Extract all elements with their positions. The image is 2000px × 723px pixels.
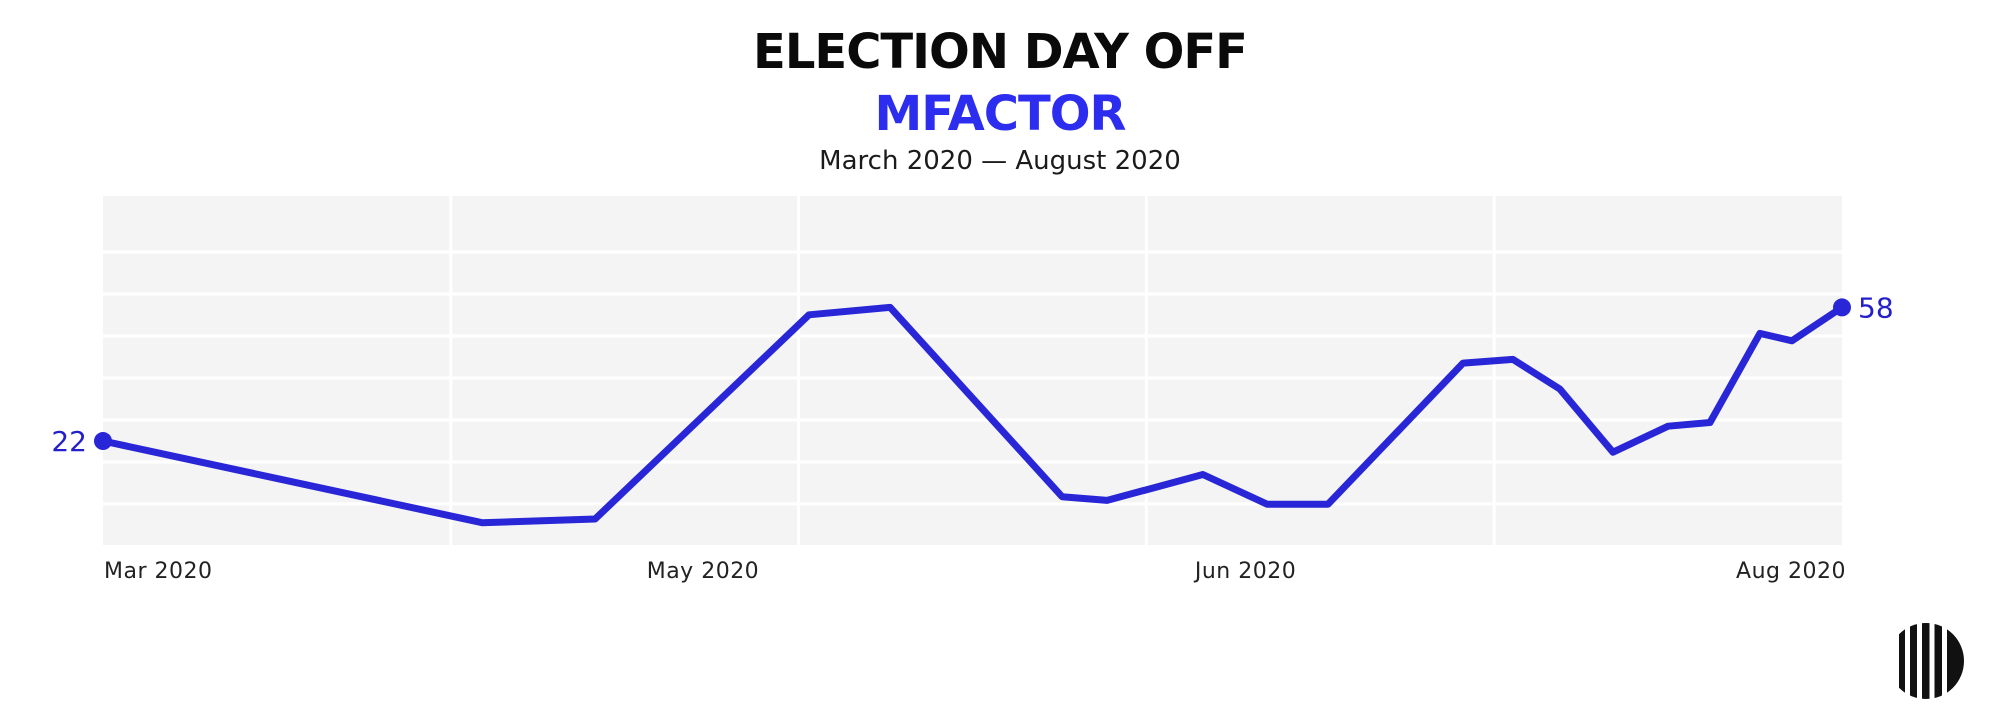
end-value-label: 58 [1858,291,1894,324]
plot-area [103,196,1842,545]
chart-title: ELECTION DAY OFF [753,24,1248,80]
x-tick-label: Mar 2020 [104,559,213,584]
end-point-marker [1833,298,1851,317]
chart-subtitle: MFACTOR [874,86,1127,142]
x-tick-label: Jun 2020 [1193,559,1296,584]
stripes-circle-icon [1899,623,1964,699]
start-value-label: 22 [51,425,87,458]
x-tick-label: May 2020 [647,559,759,584]
trend-line [99,303,1846,527]
pudding-logo [1888,623,1964,699]
chart-date-range: March 2020 — August 2020 [819,146,1181,176]
x-tick-label: Aug 2020 [1736,559,1846,584]
start-point-marker [94,432,112,451]
